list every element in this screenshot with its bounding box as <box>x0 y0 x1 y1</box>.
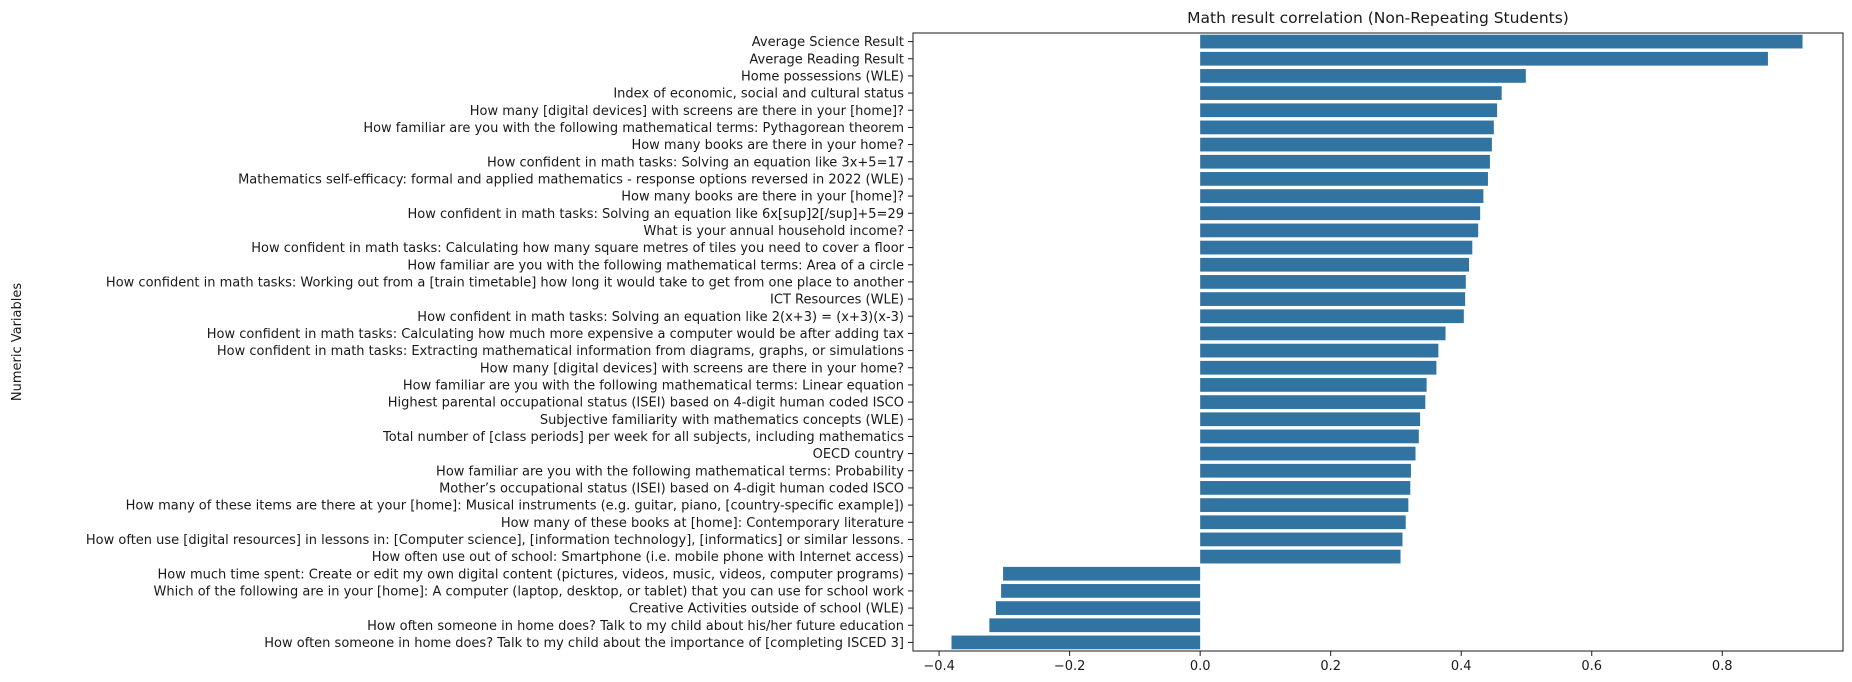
bar <box>1200 223 1479 238</box>
bar <box>1200 378 1427 392</box>
bar <box>1200 120 1494 135</box>
bar <box>1200 154 1490 169</box>
y-tick-label: How many books are there in your [home]? <box>621 190 904 205</box>
bar <box>1200 292 1466 306</box>
y-tick-label: How often someone in home does? Talk to … <box>264 636 904 651</box>
bar <box>1200 257 1470 272</box>
bar <box>1200 309 1464 324</box>
bar <box>1200 172 1488 186</box>
y-tick-label: Average Science Result <box>752 35 904 50</box>
x-tick-label: 0.0 <box>1190 659 1211 674</box>
bar <box>1200 275 1466 289</box>
bar <box>1200 532 1403 547</box>
y-tick-label: Which of the following are in your [home… <box>154 584 905 599</box>
y-tick-layer: Average Science Result Average Reading Re… <box>86 35 913 651</box>
bar <box>1200 240 1473 255</box>
bar <box>1200 34 1803 49</box>
x-tick-label: 0.2 <box>1320 659 1341 674</box>
bar <box>1200 429 1419 444</box>
bar <box>1200 69 1526 83</box>
y-tick-label: How confident in math tasks: Solving an … <box>408 207 905 222</box>
bar <box>1001 584 1201 598</box>
bar <box>1200 481 1411 495</box>
bar <box>989 618 1201 633</box>
y-tick-label: Subjective familiarity with mathematics … <box>540 413 904 428</box>
bar <box>1200 412 1421 427</box>
y-tick-label: How much time spent: Create or edit my o… <box>158 567 905 582</box>
y-tick-label: Mathematics self-efficacy: formal and ap… <box>238 172 904 187</box>
bar <box>1200 51 1768 66</box>
y-tick-label: How many of these items are there at you… <box>126 499 904 514</box>
y-tick-label: What is your annual household income? <box>644 224 904 239</box>
y-tick-label: OECD country <box>813 447 905 462</box>
bar <box>1200 206 1481 221</box>
y-tick-label: How familiar are you with the following … <box>436 464 904 479</box>
bar <box>1003 566 1201 581</box>
y-tick-label: Mother’s occupational status (ISEI) base… <box>439 481 904 496</box>
bar <box>951 635 1201 650</box>
y-tick-label: How many of these books at [home]: Conte… <box>501 516 904 531</box>
y-tick-label: How confident in math tasks: Calculating… <box>251 241 904 256</box>
y-tick-label: How many [digital devices] with screens … <box>480 361 904 376</box>
bar <box>1200 86 1502 100</box>
bar <box>1200 103 1498 118</box>
bar <box>1200 360 1437 375</box>
y-tick-label: Creative Activities outside of school (W… <box>629 602 904 617</box>
y-tick-label: How familiar are you with the following … <box>403 378 904 393</box>
y-tick-label: Highest parental occupational status (IS… <box>388 396 904 411</box>
x-tick-label: 0.6 <box>1581 659 1602 674</box>
y-tick-label: Total number of [class periods] per week… <box>382 430 904 445</box>
x-tick-label: 0.8 <box>1712 659 1733 674</box>
bar <box>1200 343 1439 358</box>
y-tick-label: How often use out of school: Smartphone … <box>372 550 904 565</box>
y-tick-label: How often use [digital resources] in les… <box>86 533 904 548</box>
y-tick-label: How familiar are you with the following … <box>407 258 904 273</box>
bars-layer <box>951 34 1803 650</box>
y-tick-label: How often someone in home does? Talk to … <box>367 619 904 634</box>
bar <box>1200 463 1411 478</box>
bar <box>1200 498 1409 512</box>
x-tick-label: 0.4 <box>1451 659 1472 674</box>
y-tick-label: How confident in math tasks: Extracting … <box>217 344 904 359</box>
x-tick-label: −0.4 <box>923 659 955 674</box>
y-tick-label: How confident in math tasks: Calculating… <box>207 327 905 342</box>
y-tick-label: ICT Resources (WLE) <box>770 293 904 308</box>
y-tick-label: How familiar are you with the following … <box>363 121 904 136</box>
y-tick-label: How confident in math tasks: Working out… <box>106 275 905 290</box>
y-tick-label: How many books are there in your home? <box>631 138 904 153</box>
plot-frame <box>912 32 1844 652</box>
bar <box>1200 549 1401 564</box>
y-tick-label: How confident in math tasks: Solving an … <box>487 155 904 170</box>
x-tick-layer: −0.4 −0.2 0.0 0.2 0.4 0.6 0.8 <box>923 651 1733 674</box>
chart-title: Math result correlation (Non-Repeating S… <box>1187 9 1569 27</box>
bar <box>1200 189 1484 203</box>
y-tick-label: Home possessions (WLE) <box>741 69 904 84</box>
y-tick-label: Index of economic, social and cultural s… <box>613 87 904 102</box>
y-axis-label: Numeric Variables <box>10 283 25 401</box>
x-tick-label: −0.2 <box>1054 659 1086 674</box>
bar <box>1200 137 1492 152</box>
y-tick-label: How many [digital devices] with screens … <box>470 104 904 119</box>
bar <box>1200 326 1446 341</box>
bar <box>995 601 1201 615</box>
bar <box>1200 515 1406 530</box>
bar <box>1200 395 1426 409</box>
y-tick-label: How confident in math tasks: Solving an … <box>417 310 904 325</box>
bar <box>1200 446 1416 461</box>
y-tick-label: Average Reading Result <box>749 52 904 67</box>
plot-border <box>912 32 1844 652</box>
